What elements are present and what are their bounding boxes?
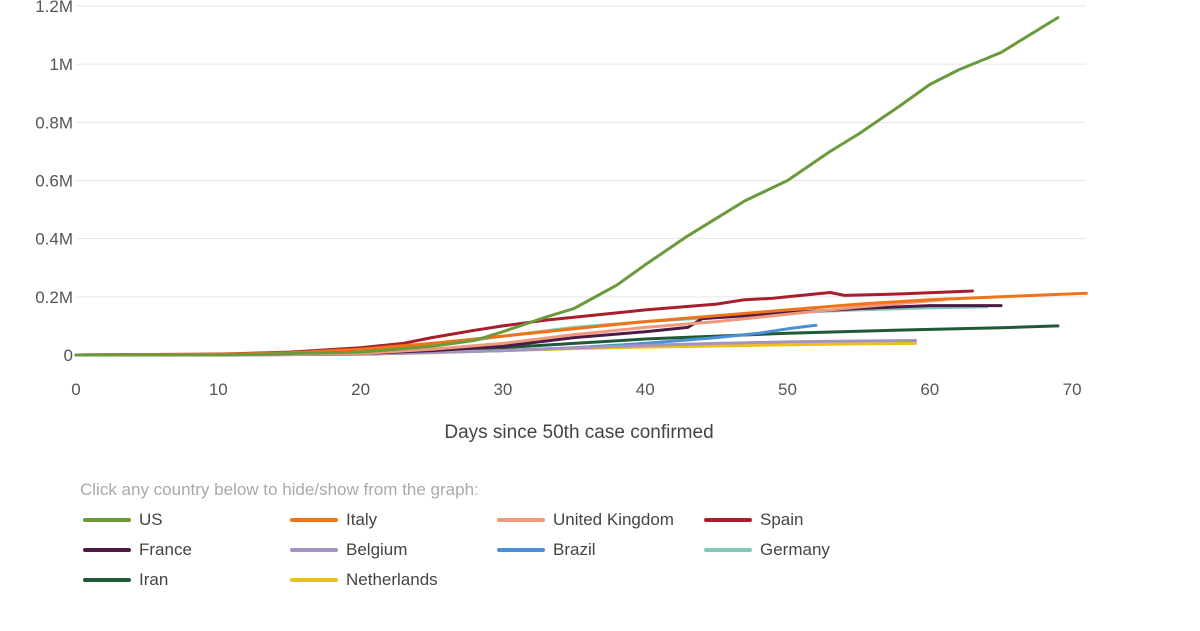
legend-swatch <box>290 578 338 582</box>
legend-item-brazil[interactable]: Brazil <box>497 540 596 560</box>
x-tick-label: 40 <box>636 380 655 399</box>
y-tick-label: 0.8M <box>35 113 73 132</box>
legend-swatch <box>290 548 338 552</box>
legend-swatch <box>290 518 338 522</box>
legend-swatch <box>497 548 545 552</box>
x-tick-label: 20 <box>351 380 370 399</box>
y-tick-label: 1M <box>49 55 73 74</box>
legend-item-spain[interactable]: Spain <box>704 510 803 530</box>
legend-item-belgium[interactable]: Belgium <box>290 540 407 560</box>
legend-label: France <box>139 540 192 559</box>
y-tick-label: 0.4M <box>35 230 73 249</box>
legend-label: Spain <box>760 510 804 529</box>
y-axis-ticks: 0 0.2M 0.4M 0.6M 0.8M 1M 1.2M <box>35 0 73 365</box>
y-tick-label: 0.6M <box>35 172 73 191</box>
x-tick-label: 50 <box>778 380 797 399</box>
gridlines <box>76 5 1086 298</box>
legend-swatch <box>83 578 131 582</box>
legend-label: US <box>139 510 163 529</box>
legend-label: Netherlands <box>346 570 438 589</box>
legend-item-us[interactable]: US <box>83 510 163 530</box>
x-axis-ticks: 0 10 20 30 40 50 60 70 <box>71 380 1081 399</box>
legend-label: United Kingdom <box>553 510 674 529</box>
legend-label: Iran <box>139 570 169 589</box>
x-tick-label: 70 <box>1063 380 1082 399</box>
series-line-us <box>74 16 1060 357</box>
legend-item-iran[interactable]: Iran <box>83 570 168 590</box>
legend-label: Brazil <box>553 540 596 559</box>
y-tick-label: 0.2M <box>35 288 73 307</box>
x-axis-title: Days since 50th case confirmed <box>444 422 713 443</box>
legend-swatch <box>497 518 545 522</box>
series-lines <box>74 16 1088 357</box>
series-line-italy <box>74 291 1088 357</box>
legend-swatch <box>83 548 131 552</box>
legend-item-germany[interactable]: Germany <box>704 540 830 560</box>
legend-item-united-kingdom[interactable]: United Kingdom <box>497 510 674 530</box>
legend-hint: Click any country below to hide/show fro… <box>80 480 479 499</box>
y-tick-label: 1.2M <box>35 0 73 16</box>
legend-label: Belgium <box>346 540 408 559</box>
y-tick-label: 0 <box>64 346 73 365</box>
x-tick-label: 10 <box>209 380 228 399</box>
x-tick-label: 60 <box>920 380 939 399</box>
x-tick-label: 30 <box>493 380 512 399</box>
legend-swatch <box>83 518 131 522</box>
legend-item-italy[interactable]: Italy <box>290 510 377 530</box>
legend-item-netherlands[interactable]: Netherlands <box>290 570 438 590</box>
legend-swatch <box>704 548 752 552</box>
x-tick-label: 0 <box>71 380 80 399</box>
legend-label: Germany <box>760 540 830 559</box>
legend-item-france[interactable]: France <box>83 540 192 560</box>
legend-swatch <box>704 518 752 522</box>
legend-label: Italy <box>346 510 378 529</box>
